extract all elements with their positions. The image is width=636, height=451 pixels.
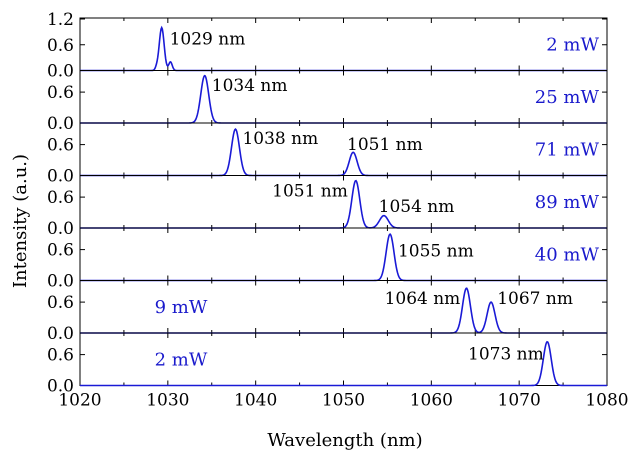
peak-label: 1034 nm bbox=[212, 76, 288, 96]
x-axis: 1020 1030 1040 1050 1060 1070 1080 bbox=[58, 391, 628, 411]
y-tick-label: 0.6 bbox=[47, 36, 74, 56]
y-tick-label: 0.6 bbox=[47, 83, 74, 103]
peak-label: 1064 nm bbox=[385, 289, 461, 309]
peak-label: 1038 nm bbox=[242, 129, 318, 149]
spectrum-line bbox=[80, 233, 607, 282]
power-label: 71 mW bbox=[535, 139, 600, 160]
y-tick-label: 0.6 bbox=[47, 293, 74, 313]
y-axis-title: Intensity (a.u.) bbox=[10, 154, 31, 288]
spectrum-line bbox=[80, 128, 607, 177]
panel-frame bbox=[79, 122, 608, 176]
x-tick-label: 1060 bbox=[410, 391, 453, 411]
x-tick-label: 1030 bbox=[146, 391, 189, 411]
x-tick-label: 1020 bbox=[58, 391, 101, 411]
spectrum-line bbox=[80, 25, 607, 72]
spectrum-line bbox=[80, 74, 607, 124]
power-label: 9 mW bbox=[155, 297, 208, 318]
panel-2: 0.6 0.0 1034 nm 25 mW bbox=[47, 70, 608, 134]
power-label: 2 mW bbox=[546, 34, 599, 55]
peak-label: 1067 nm bbox=[497, 289, 573, 309]
y-tick-label: 1.2 bbox=[47, 10, 74, 30]
panel-frame bbox=[79, 227, 608, 281]
y-tick-label: 0.0 bbox=[47, 114, 74, 134]
panel-frame bbox=[79, 70, 608, 124]
panel-5: 0.6 0.0 1055 nm 40 mW bbox=[47, 227, 608, 292]
panel-4: 0.6 0.0 1051 nm 1054 nm 89 mW bbox=[47, 175, 608, 239]
spectrum-line bbox=[80, 340, 607, 387]
panel-7: 0.6 0.0 1073 nm 2 mW bbox=[47, 332, 608, 397]
peak-label: 1051 nm bbox=[272, 181, 348, 201]
x-tick-label: 1080 bbox=[585, 391, 628, 411]
y-tick-label: 0.6 bbox=[47, 188, 74, 208]
y-tick-label: 0.0 bbox=[47, 62, 74, 82]
y-tick-label: 0.0 bbox=[47, 272, 74, 292]
y-tick-label: 0.0 bbox=[47, 377, 74, 397]
y-tick-label: 0.0 bbox=[47, 324, 74, 344]
y-tick-label: 0.6 bbox=[47, 346, 74, 366]
y-tick-label: 0.6 bbox=[47, 241, 74, 261]
panel-3: 0.6 0.0 1038 nm 1051 nm 71 mW bbox=[47, 122, 608, 187]
power-label: 25 mW bbox=[535, 87, 600, 108]
peak-label: 1055 nm bbox=[398, 242, 474, 262]
peak-label: 1054 nm bbox=[379, 197, 455, 217]
panel-6: 0.6 0.0 1064 nm 1067 nm 9 mW bbox=[47, 280, 608, 344]
y-tick-label: 0.0 bbox=[47, 167, 74, 187]
y-tick-label: 0.6 bbox=[47, 136, 74, 156]
y-tick-label: 0.0 bbox=[47, 219, 74, 239]
peak-label: 1051 nm bbox=[347, 135, 423, 155]
x-tick-label: 1070 bbox=[498, 391, 541, 411]
power-label: 40 mW bbox=[535, 244, 600, 265]
peak-label: 1029 nm bbox=[170, 29, 246, 49]
peak-label: 1073 nm bbox=[468, 345, 544, 365]
x-tick-label: 1040 bbox=[234, 391, 277, 411]
x-tick-label: 1050 bbox=[322, 391, 365, 411]
power-label: 89 mW bbox=[535, 192, 600, 213]
x-axis-title: Wavelength (nm) bbox=[267, 430, 422, 451]
power-label: 2 mW bbox=[155, 349, 208, 370]
